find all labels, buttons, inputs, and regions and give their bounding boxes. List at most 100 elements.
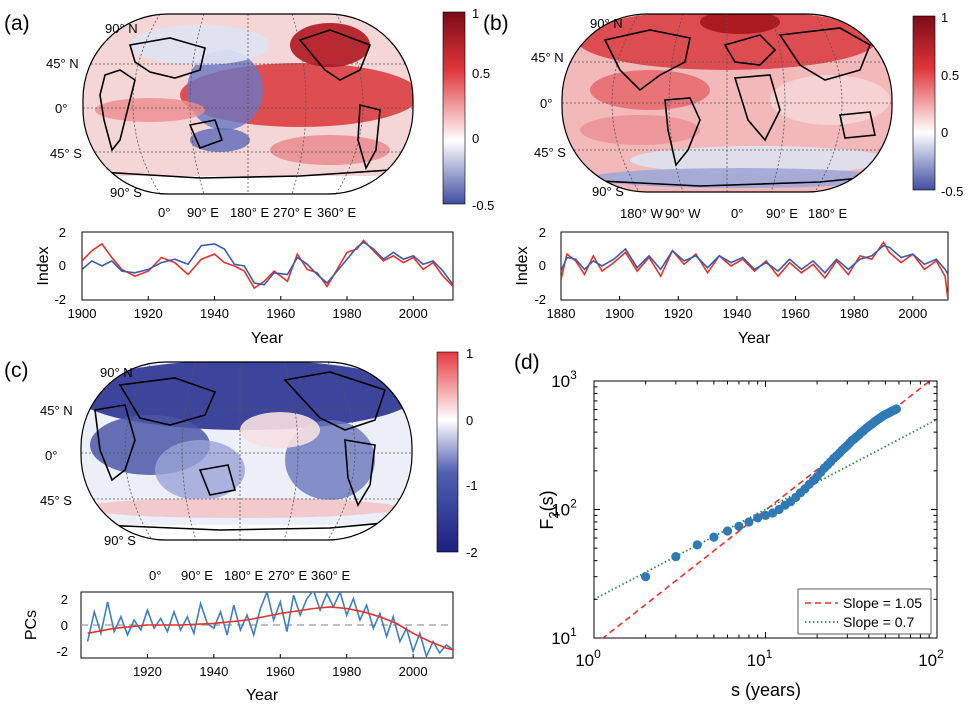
- panel-b-map-field: [562, 14, 892, 192]
- panel-c-lat-90s: 90° S: [104, 533, 136, 548]
- panel-b-lon-0: 0°: [731, 206, 743, 221]
- panel-a-timeseries: 2 0 -2 1900 1920 1940 1960 1980 2000 Index Ye…: [35, 225, 454, 347]
- panel-c-xticks: 1920 1940 1960 1980 2000: [133, 654, 428, 679]
- panel-c-cbar-tick: -2: [466, 545, 478, 560]
- panel-b-lon-90e: 90° E: [766, 206, 798, 221]
- panel-d-ytick-exp: 3: [570, 368, 577, 382]
- panel-a-series-line-1: [82, 241, 453, 286]
- panel-c-cbar-tick: 0: [466, 413, 473, 428]
- panel-c-cbar-tick: -1: [466, 478, 478, 493]
- panel-c-label: (c): [4, 359, 29, 382]
- panel-a-lon-360e: 360° E: [317, 205, 357, 220]
- panel-d-xtick-exp: 1: [766, 647, 773, 661]
- panel-a-map: 90° N 45° N 0° 45° S 90° S 0° 90° E 180°…: [46, 13, 414, 220]
- panel-b-lon-90w: 90° W: [665, 206, 701, 221]
- panel-a-lat-90n: 90° N: [105, 21, 138, 36]
- panel-a-map-field: [83, 14, 413, 194]
- panel-d-xtick-base: 10: [918, 651, 937, 670]
- panel-b-label: (b): [483, 12, 509, 35]
- panel-d-point: [709, 532, 719, 542]
- panel-d-point: [891, 404, 902, 414]
- panel-a-lat-0: 0°: [55, 101, 67, 116]
- panel-d-ytick-exp: 2: [570, 497, 577, 511]
- panel-c-lat-45s: 45° S: [40, 493, 72, 508]
- panel-a-ytick: 0: [59, 258, 66, 273]
- panel-c-lon-270e: 270° E: [268, 568, 308, 583]
- panel-a-lon-270e: 270° E: [273, 205, 313, 220]
- panel-d-ytick-base: 10: [551, 629, 570, 648]
- panel-b-lines: [561, 240, 948, 300]
- panel-d-xlabel: s (years): [731, 680, 801, 700]
- panel-a-ytick: 2: [59, 225, 66, 240]
- panel-b-lon-180w: 180° W: [620, 206, 664, 221]
- panel-a-cbar-tick: 0.5: [472, 66, 490, 81]
- panel-d-point: [734, 521, 744, 531]
- panel-c-xtick-label: 1960: [266, 664, 295, 679]
- panel-a-xtick-label: 1980: [333, 306, 362, 321]
- panel-b-lat-90s: 90° S: [592, 184, 624, 199]
- panel-c-series-line-0: [86, 592, 453, 658]
- panel-c-lon-0: 0°: [149, 568, 161, 583]
- panel-a-lat-90s: 90° S: [110, 185, 142, 200]
- panel-c-lon-360e: 360° E: [311, 568, 351, 583]
- panel-b-xlabel: Year: [738, 330, 771, 347]
- panel-b-cbar-tick: 1: [941, 10, 948, 25]
- panel-d-ytick-exp: 1: [570, 625, 577, 639]
- panel-b-ytick: 2: [539, 225, 546, 240]
- panel-c-lon-180e: 180° E: [224, 568, 264, 583]
- panel-b-series-line-0: [561, 240, 948, 300]
- panel-b-lat-0: 0°: [540, 96, 552, 111]
- panel-b-colorbar: 1 0.5 0 -0.5: [912, 10, 963, 199]
- panel-c-xtick-label: 2000: [399, 664, 428, 679]
- panel-c-ytick: 2: [61, 592, 68, 607]
- panel-a-xticks: 1900 1920 1940 1960 1980 2000: [68, 296, 428, 321]
- panel-d-xtick-label: 100: [575, 647, 601, 670]
- panel-d-xtick-base: 10: [575, 651, 594, 670]
- panel-b-xticks: 1880 1900 1920 1940 1960 1980 2000: [547, 296, 927, 321]
- panel-b-ytick: -2: [534, 292, 546, 307]
- panel-d-fit-line-1: [594, 418, 937, 601]
- panel-a-lines: [82, 239, 453, 290]
- panel-a-label: (a): [4, 12, 30, 35]
- panel-d-point: [722, 526, 733, 536]
- panel-d-point: [753, 513, 763, 523]
- panel-b-lat-45n: 45° N: [531, 50, 564, 65]
- panel-c-lon-90e: 90° E: [181, 568, 213, 583]
- panel-a-cbar-tick: 0: [472, 131, 479, 146]
- panel-c-colorbar: 1 0 -1 -2: [436, 346, 478, 560]
- panel-d-xtick-base: 10: [747, 651, 766, 670]
- panel-d-label: (d): [514, 351, 540, 374]
- panel-d-ylabel-main: F: [537, 519, 557, 530]
- panel-c-map: 90° N 45° N 0° 45° S 90° S 0° 90° E 180°…: [40, 361, 413, 583]
- panel-d-ytick-label: 103: [551, 368, 577, 391]
- panel-d-legend: Slope = 1.05 Slope = 0.7: [797, 588, 932, 635]
- panel-c-xtick-label: 1980: [332, 664, 361, 679]
- legend-label-slope-105: Slope = 1.05: [843, 595, 922, 611]
- panel-b-cbar-tick: 0.5: [941, 68, 959, 83]
- panel-c-cbar-tick: 1: [466, 346, 473, 361]
- panel-d-ytick-base: 10: [551, 372, 570, 391]
- panel-a-lon-90e: 90° E: [187, 205, 219, 220]
- panel-a-xtick-label: 1940: [200, 306, 229, 321]
- panel-b-xtick-label: 1960: [781, 306, 810, 321]
- panel-b-lat-90n: 90° N: [590, 16, 623, 31]
- panel-b-xtick-label: 1920: [664, 306, 693, 321]
- panel-d-xtick-exp: 0: [594, 647, 601, 661]
- panel-b-xtick-label: 2000: [898, 306, 927, 321]
- panel-d-ylabel: F2(s): [537, 490, 561, 529]
- panel-b-xtick-label: 1940: [722, 306, 751, 321]
- panel-c-map-field: [81, 362, 412, 540]
- panel-a-ytick: -2: [54, 292, 66, 307]
- panel-c: (c): [4, 346, 478, 704]
- panel-c-lat-45n: 45° N: [40, 403, 73, 418]
- panel-c-ytick: -2: [56, 644, 68, 659]
- panel-d-xtick-label: 102: [918, 647, 944, 670]
- panel-c-ylabel: PCs: [23, 610, 40, 640]
- panel-c-lat-90n: 90° N: [100, 365, 133, 380]
- panel-d-ylabel-suffix: (s): [537, 490, 557, 511]
- panel-b-xtick-label: 1980: [840, 306, 869, 321]
- panel-a-colorbar: 1 0.5 0 -0.5: [442, 6, 494, 213]
- panel-a-xtick-label: 1960: [266, 306, 295, 321]
- panel-c-ytick: 0: [61, 618, 68, 633]
